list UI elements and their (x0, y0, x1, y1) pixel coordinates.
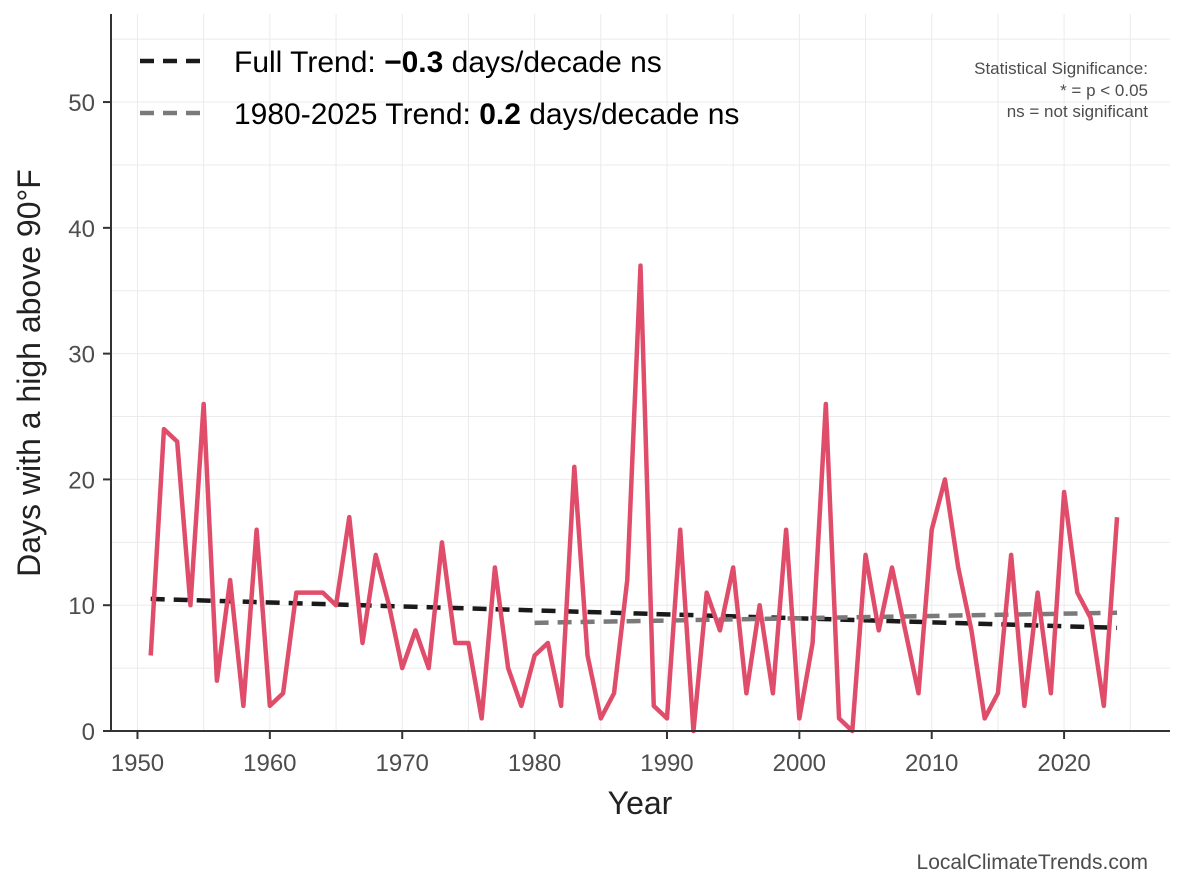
x-tick-label: 1970 (376, 750, 429, 777)
legend-full-value: −0.3 (384, 46, 443, 79)
data-series (148, 263, 1120, 734)
legend-full-prefix: Full Trend: (234, 46, 384, 79)
y-tick-label: 20 (68, 467, 95, 494)
x-axis-title: Year (608, 785, 673, 821)
y-tick-label: 30 (68, 342, 95, 369)
y-axis-ticks: 0 10 20 30 40 50 (68, 90, 111, 746)
x-tick-label: 1990 (640, 750, 693, 777)
x-tick-label: 2020 (1037, 750, 1090, 777)
y-tick-label: 0 (82, 719, 95, 746)
series-line-hot-days (148, 263, 1120, 734)
trend-lines (150, 596, 1118, 631)
legend-full-trend-label: Full Trend: −0.3 days/decade ns (234, 46, 662, 79)
legend: Full Trend: −0.3 days/decade ns 1980-202… (140, 46, 739, 131)
source-credit: LocalClimateTrends.com (917, 851, 1148, 874)
x-tick-label: 1980 (508, 750, 561, 777)
y-tick-label: 10 (68, 593, 95, 620)
legend-full-suffix: days/decade ns (443, 46, 661, 79)
legend-recent-value: 0.2 (479, 98, 521, 131)
y-axis-title: Days with a high above 90°F (11, 169, 47, 577)
significance-note: Statistical Significance: * = p < 0.05 n… (974, 59, 1148, 121)
gridlines (111, 14, 1170, 732)
significance-line-1: Statistical Significance: (974, 59, 1148, 78)
significance-line-3: ns = not significant (1007, 102, 1149, 121)
y-tick-label: 40 (68, 216, 95, 243)
significance-line-2: * = p < 0.05 (1060, 81, 1148, 100)
x-tick-label: 2000 (773, 750, 826, 777)
full-trend-line (150, 596, 1118, 631)
x-tick-label: 2010 (905, 750, 958, 777)
recent-trend-line (534, 610, 1118, 626)
y-tick-label: 50 (68, 90, 95, 117)
x-tick-label: 1950 (111, 750, 164, 777)
legend-recent-suffix: days/decade ns (521, 98, 739, 131)
x-axis-ticks: 1950 1960 1970 1980 1990 2000 2010 2020 (111, 731, 1091, 777)
legend-recent-prefix: 1980-2025 Trend: (234, 98, 479, 131)
x-tick-label: 1960 (243, 750, 296, 777)
legend-recent-trend-label: 1980-2025 Trend: 0.2 days/decade ns (234, 98, 739, 131)
